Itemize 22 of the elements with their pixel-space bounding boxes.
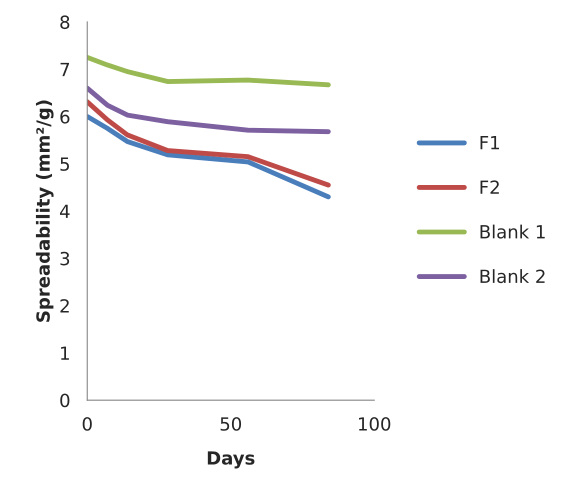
line-series — [87, 86, 331, 134]
y-tick-label: 6 — [60, 110, 70, 124]
y-tick-label: 0 — [60, 394, 70, 408]
x-tick-label: 50 — [220, 417, 242, 431]
y-tick-label: 5 — [60, 157, 70, 171]
legend-label: Blank 2 — [480, 269, 545, 284]
line-series — [87, 114, 331, 200]
y-tick-label: 7 — [60, 62, 70, 76]
legend-label: F2 — [480, 180, 499, 194]
y-tick-label: 4 — [60, 204, 70, 218]
x-tick-label: 100 — [359, 417, 390, 431]
y-tick-label: 1 — [61, 346, 69, 360]
x-axis-title: Days — [208, 451, 254, 468]
x-tick-label: 0 — [82, 417, 92, 431]
line-series — [87, 99, 331, 188]
y-tick-label: 2 — [60, 299, 69, 312]
legend-label: F1 — [480, 136, 499, 150]
y-axis-title: Spreadability (mm²/g) — [36, 100, 54, 322]
y-tick-label: 3 — [60, 252, 70, 266]
y-tick-label: 8 — [60, 15, 70, 30]
line-series — [87, 54, 331, 88]
legend-label: Blank 1 — [480, 224, 545, 239]
